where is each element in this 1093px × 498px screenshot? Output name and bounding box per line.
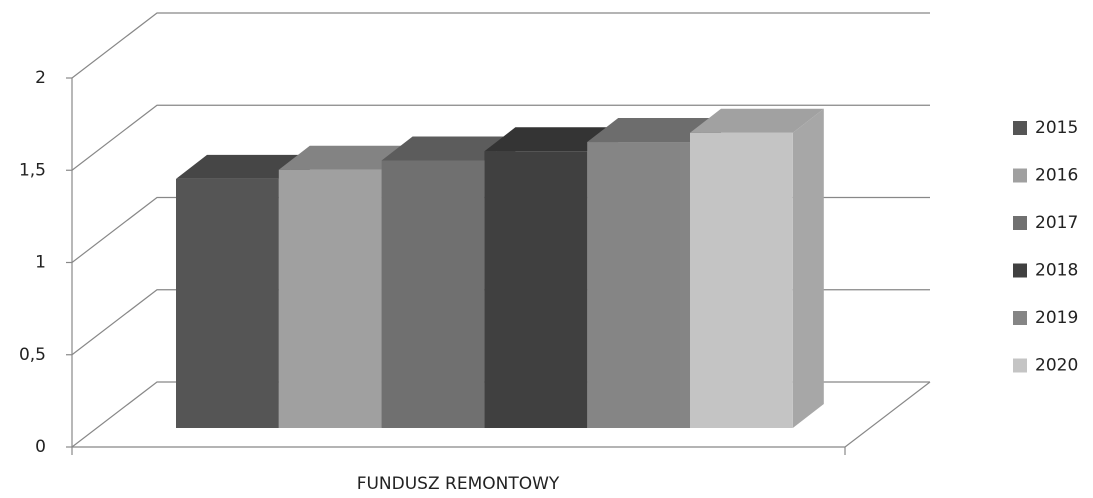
legend-label: 2020 (1035, 356, 1078, 376)
y-tick-label: 2 (35, 68, 46, 88)
bar-top (690, 108, 824, 133)
legend-swatch (1013, 358, 1027, 373)
legend-swatch (1013, 311, 1027, 325)
bar-top (381, 136, 516, 161)
y-tick-label: 0,5 (19, 345, 46, 365)
legend-label: 2016 (1035, 166, 1078, 186)
legend-label: 2019 (1035, 308, 1078, 328)
bar (587, 142, 690, 428)
bar-top (278, 145, 413, 170)
legend-swatch (1013, 168, 1027, 183)
legend-label: 2017 (1035, 213, 1078, 233)
bar-side (792, 108, 824, 429)
bar (690, 132, 793, 429)
grid-line (71, 104, 930, 171)
x-tick-label: FUNDUSZ REMONTOWY (357, 474, 560, 494)
legend-label: 2015 (1035, 118, 1078, 138)
bar (484, 151, 588, 428)
bar-top (587, 118, 721, 143)
legend-label: 2018 (1035, 261, 1078, 281)
y-tick-label: 1 (35, 253, 46, 273)
legend-swatch (1013, 216, 1027, 230)
y-tick-label: 0 (35, 437, 46, 457)
bar (176, 178, 279, 428)
legend-swatch (1013, 263, 1027, 278)
bar-top (484, 127, 619, 152)
y-tick-label: 1,5 (19, 160, 46, 180)
bar (278, 169, 382, 428)
legend-swatch (1013, 121, 1027, 135)
bar (381, 160, 485, 428)
grid-line (71, 12, 930, 79)
bar-top (176, 154, 310, 179)
